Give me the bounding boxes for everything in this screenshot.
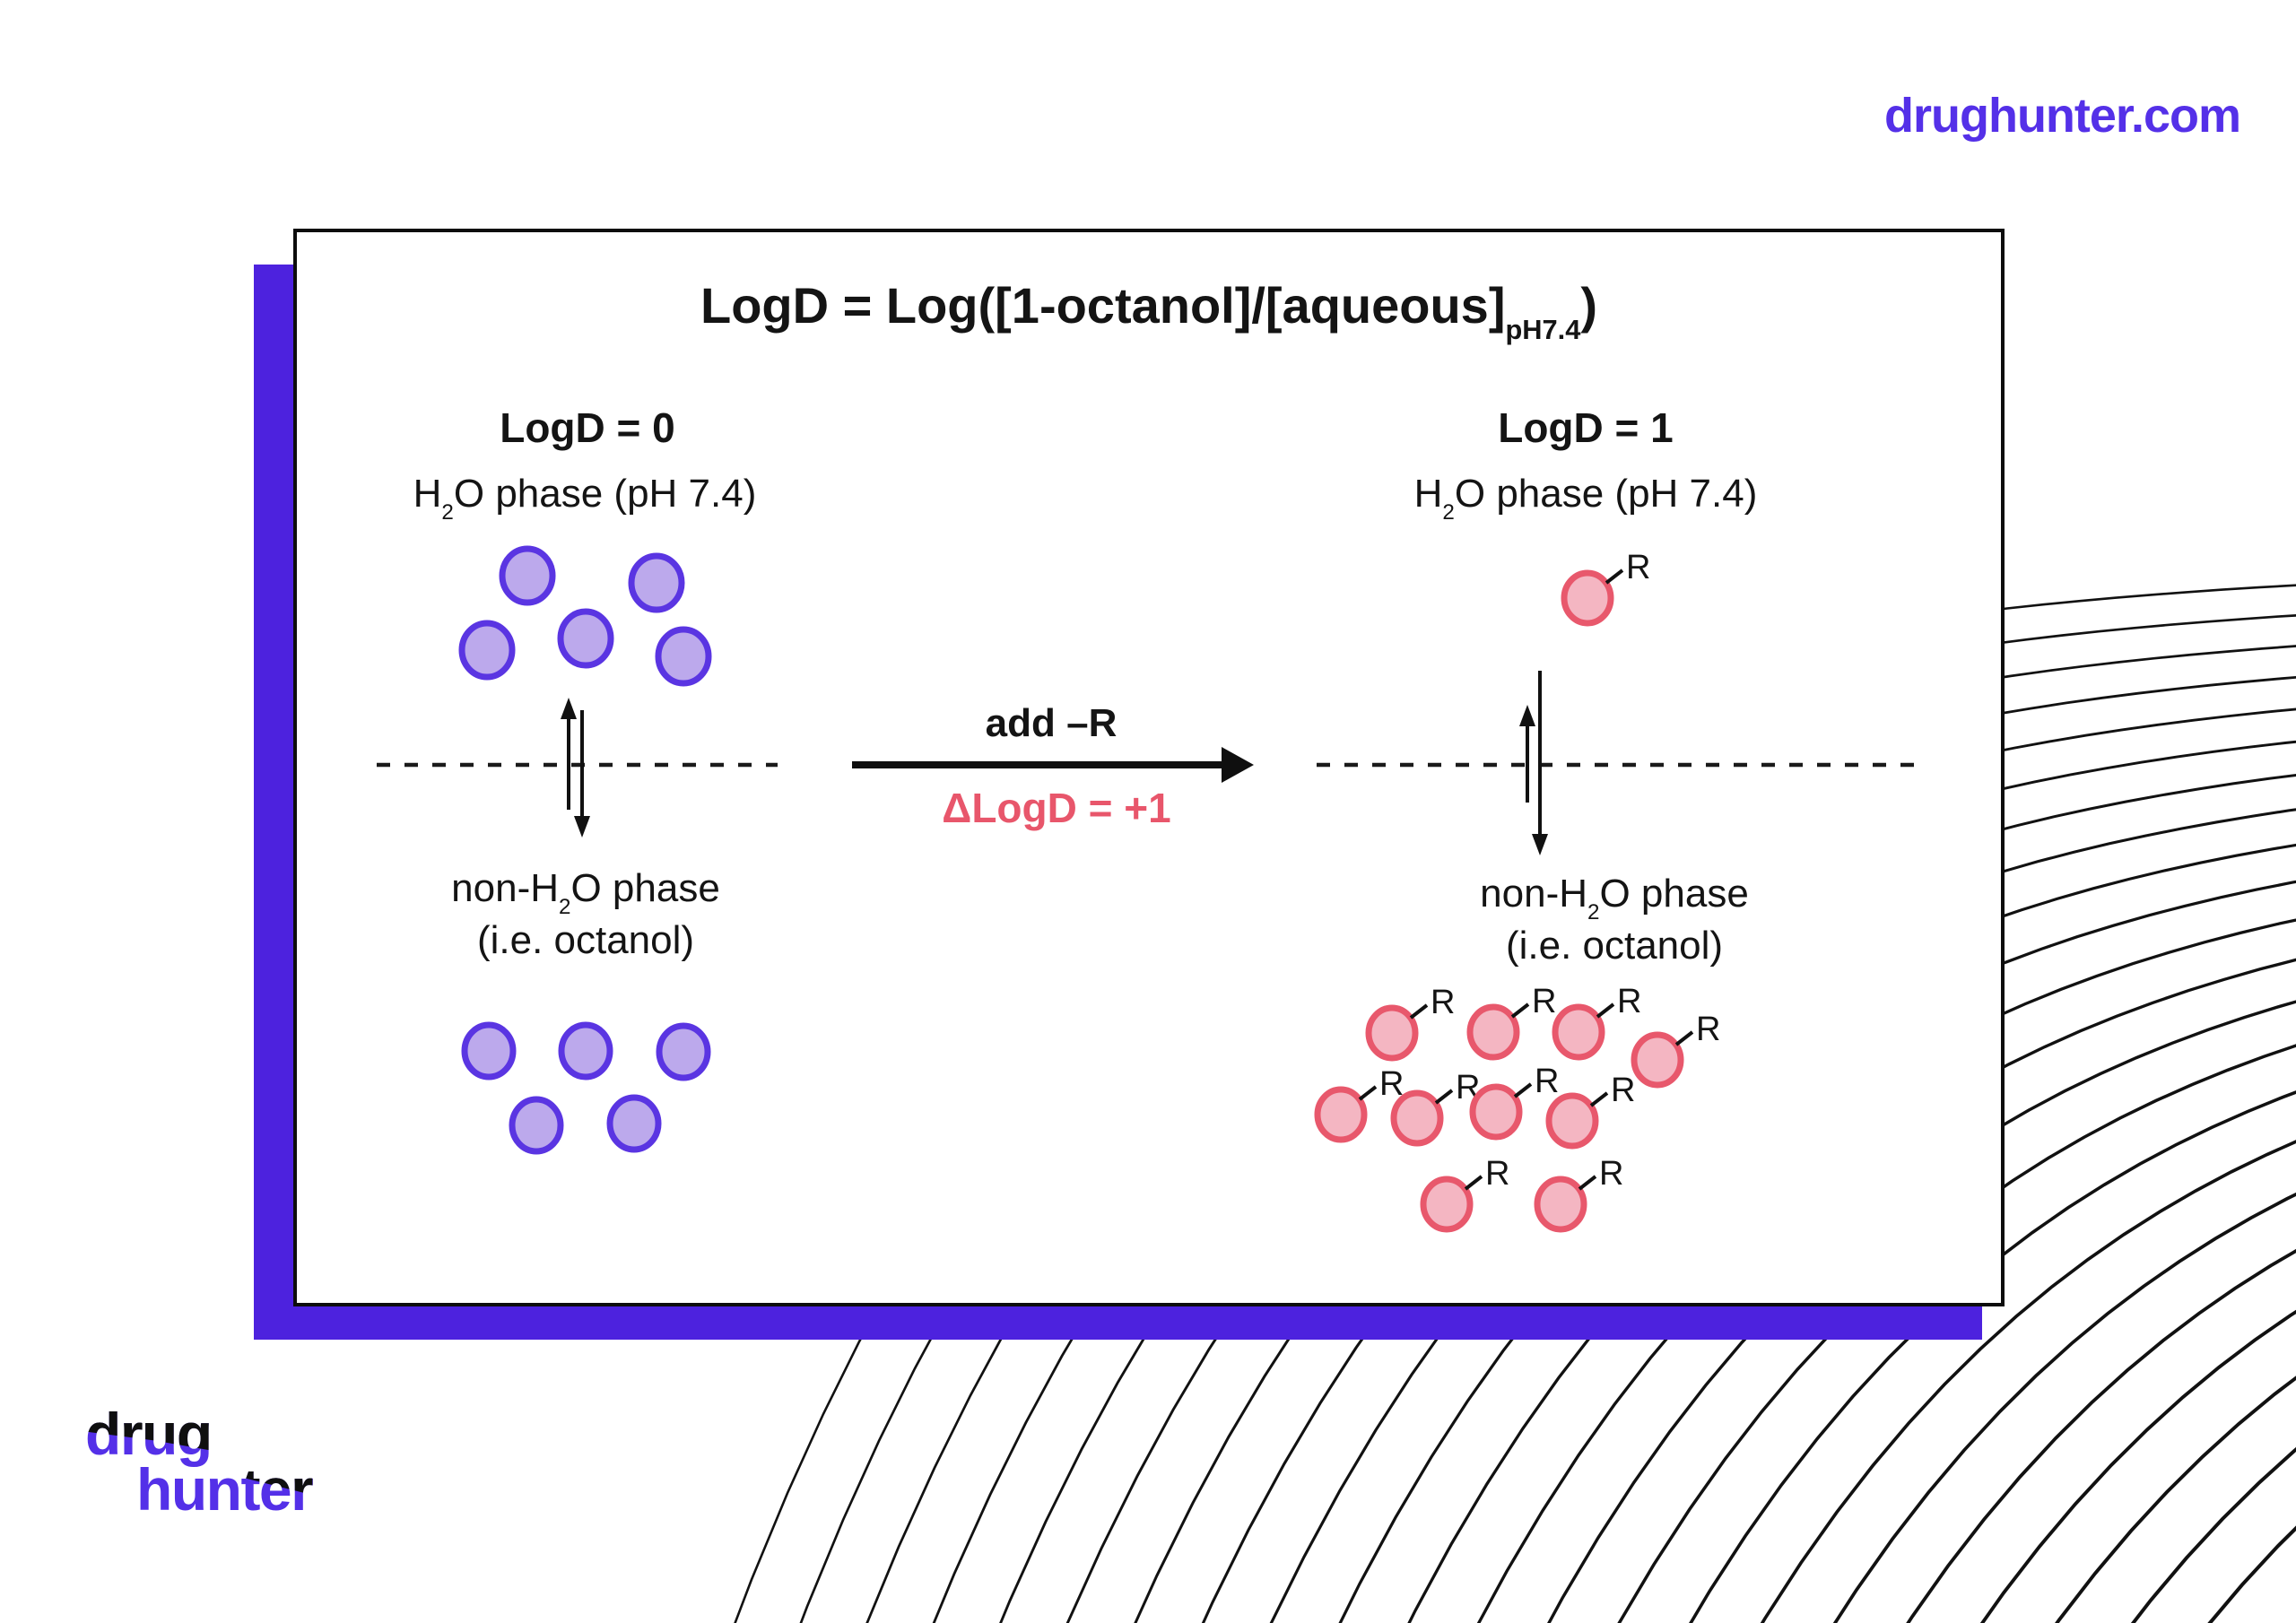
decorative-arc <box>2055 1376 2296 1623</box>
logo-word-hunter: hunter hunter <box>136 1456 314 1523</box>
site-url[interactable]: drughunter.com <box>1883 89 2241 143</box>
left-aqueous-label: H2O phase (pH 7.4) <box>413 472 757 525</box>
decorative-arc <box>1832 1192 2296 1623</box>
decorative-arc <box>1760 1140 2296 1623</box>
logd-equation: LogD = Log([1-octanol]/[aqueous]pH7.4) <box>700 276 1598 343</box>
right-organic-line2: (i.e. octanol) <box>1505 924 1724 968</box>
decorative-arc <box>2207 1525 2296 1623</box>
left-organic-line2: (i.e. octanol) <box>476 918 695 962</box>
right-aqueous-label: H2O phase (pH 7.4) <box>1413 472 1758 525</box>
right-logd-heading: LogD = 1 <box>1498 404 1674 451</box>
equation-close: ) <box>1580 277 1598 334</box>
decorative-arc <box>2130 1446 2296 1623</box>
left-logd-heading: LogD = 0 <box>500 404 675 451</box>
equation-main: LogD = Log([1-octanol]/[aqueous] <box>700 277 1506 334</box>
right-organic-label: non-H2O phase (i.e. octanol) <box>1480 872 1749 968</box>
drughunter-logo: drug drug hunter hunter <box>85 1401 314 1523</box>
reaction-label: add –R <box>985 701 1118 745</box>
left-organic-label: non-H2O phase (i.e. octanol) <box>451 866 720 962</box>
decorative-arc <box>1979 1309 2296 1623</box>
equation-subscript: pH7.4 <box>1505 313 1581 345</box>
logo-word-drug: drug drug <box>85 1401 213 1467</box>
diagram-card <box>293 229 2005 1306</box>
delta-logd-label: ΔLogD = +1 <box>942 785 1171 831</box>
decorative-arc <box>1906 1248 2296 1623</box>
